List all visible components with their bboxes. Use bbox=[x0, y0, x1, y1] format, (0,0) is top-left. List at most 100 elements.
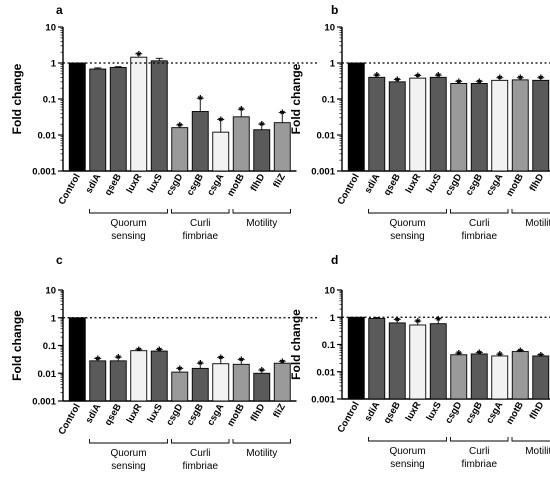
bar-csgA bbox=[212, 131, 230, 172]
x-tick-label: sdiA bbox=[363, 172, 383, 195]
y-tick-label: 0.001 bbox=[32, 397, 56, 408]
significance-star: * bbox=[415, 315, 421, 330]
x-tick-label: luxS bbox=[145, 172, 165, 195]
group-label: fimbriae bbox=[182, 231, 218, 242]
y-tick-label: 0.001 bbox=[32, 167, 56, 178]
group-bracket bbox=[511, 437, 550, 442]
x-tick-label: csgA bbox=[484, 172, 505, 198]
y-axis-label: Fold change bbox=[10, 310, 24, 381]
significance-star: * bbox=[395, 314, 401, 329]
panel-label: a bbox=[56, 3, 63, 17]
y-tick-label: 0.001 bbox=[311, 167, 335, 178]
significance-star: * bbox=[538, 72, 544, 87]
bar-qseB bbox=[388, 81, 406, 172]
group-label: sensing bbox=[390, 459, 424, 470]
bar-sdiA bbox=[89, 68, 107, 172]
x-tick-label: luxR bbox=[125, 172, 145, 195]
group-bracket bbox=[450, 209, 509, 214]
x-tick-label: luxS bbox=[424, 400, 444, 423]
y-tick-label: 0.1 bbox=[43, 95, 57, 106]
y-tick-label: 1 bbox=[330, 59, 336, 70]
y-tick-label: 10 bbox=[324, 286, 335, 297]
significance-star: * bbox=[218, 113, 224, 128]
group-label: fimbriae bbox=[182, 461, 218, 472]
group-bracket bbox=[368, 209, 447, 214]
chart-panel-d: d Fold change 0.001 0.01 0.1 1 10 Control sdiA * q… bbox=[289, 253, 550, 470]
chart-panel-b: b Fold change 0.001 0.01 0.1 1 10 Control * sdiA *… bbox=[289, 3, 550, 242]
bar-luxR bbox=[130, 56, 148, 172]
y-tick-label: 10 bbox=[324, 23, 335, 34]
bar-Control bbox=[68, 317, 86, 402]
group-label: Quorum bbox=[389, 218, 425, 229]
group-label: Motility bbox=[246, 448, 277, 459]
group-label: fimbriae bbox=[461, 231, 497, 242]
x-tick-label: Control bbox=[56, 402, 82, 437]
significance-star: * bbox=[518, 345, 524, 360]
y-tick-label: 10 bbox=[45, 286, 56, 297]
x-tick-label: luxR bbox=[404, 172, 424, 195]
x-tick-label: fliZ bbox=[271, 402, 288, 420]
x-tick-label: csgD bbox=[164, 402, 185, 428]
significance-star: * bbox=[280, 355, 286, 370]
y-tick-label: 0.1 bbox=[322, 340, 336, 351]
x-tick-label: csgA bbox=[205, 402, 226, 428]
bar-csgA bbox=[491, 79, 509, 172]
group-bracket bbox=[368, 437, 447, 442]
x-tick-label: csgD bbox=[443, 400, 464, 426]
x-tick-label: motB bbox=[504, 172, 526, 199]
group-bracket bbox=[232, 439, 291, 444]
x-tick-label: csgA bbox=[484, 400, 505, 426]
bar-csgB bbox=[191, 111, 209, 172]
x-tick-label: motB bbox=[225, 402, 247, 429]
significance-star: * bbox=[280, 107, 286, 122]
group-bracket bbox=[232, 209, 291, 214]
x-tick-label: luxS bbox=[424, 172, 444, 195]
y-tick-label: 0.01 bbox=[38, 131, 57, 142]
significance-star: * bbox=[198, 92, 204, 107]
bar-qseB bbox=[109, 67, 127, 172]
group-label: sensing bbox=[390, 231, 424, 242]
group-bracket bbox=[89, 209, 168, 214]
x-tick-label: qseB bbox=[103, 172, 124, 198]
significance-star: * bbox=[518, 72, 524, 87]
significance-star: * bbox=[436, 313, 442, 328]
bar-Control bbox=[347, 62, 365, 172]
y-tick-label: 0.01 bbox=[317, 367, 336, 378]
bar-csgB bbox=[191, 367, 209, 402]
x-tick-label: csgD bbox=[443, 172, 464, 198]
group-label: Quorum bbox=[110, 218, 146, 229]
significance-star: * bbox=[497, 348, 503, 363]
significance-star: * bbox=[538, 349, 544, 364]
significance-star: * bbox=[136, 343, 142, 358]
y-tick-label: 0.01 bbox=[317, 131, 336, 142]
bar-flhD bbox=[253, 129, 271, 172]
panel-label: d bbox=[331, 253, 338, 267]
x-tick-label: flhD bbox=[249, 402, 268, 424]
bar-luxR bbox=[409, 324, 427, 400]
chart-panel-a: a Fold change 0.001 0.01 0.1 1 10 Control sdiA qs… bbox=[10, 3, 318, 242]
significance-star: * bbox=[456, 75, 462, 90]
x-tick-label: csgB bbox=[185, 172, 206, 198]
y-tick-label: 10 bbox=[45, 23, 56, 34]
x-tick-label: motB bbox=[504, 400, 526, 427]
x-tick-label: sdiA bbox=[84, 402, 104, 425]
group-label: sensing bbox=[111, 461, 145, 472]
x-tick-label: luxS bbox=[145, 402, 165, 425]
x-tick-label: Control bbox=[335, 172, 361, 207]
bar-csgD bbox=[450, 83, 468, 172]
x-tick-label: sdiA bbox=[363, 400, 383, 423]
panel-label: c bbox=[56, 253, 63, 267]
significance-star: * bbox=[177, 362, 183, 377]
group-label: Curli bbox=[469, 218, 490, 229]
group-bracket bbox=[89, 439, 168, 444]
significance-star: * bbox=[136, 48, 142, 63]
x-tick-label: csgB bbox=[185, 402, 206, 428]
group-label: Curli bbox=[190, 218, 211, 229]
significance-star: * bbox=[395, 73, 401, 88]
panel-label: b bbox=[331, 3, 338, 17]
x-tick-label: flhD bbox=[249, 172, 268, 194]
x-tick-label: flhD bbox=[528, 172, 547, 194]
y-tick-label: 0.001 bbox=[311, 395, 335, 406]
x-tick-label: qseB bbox=[382, 400, 403, 426]
significance-star: * bbox=[239, 354, 245, 369]
